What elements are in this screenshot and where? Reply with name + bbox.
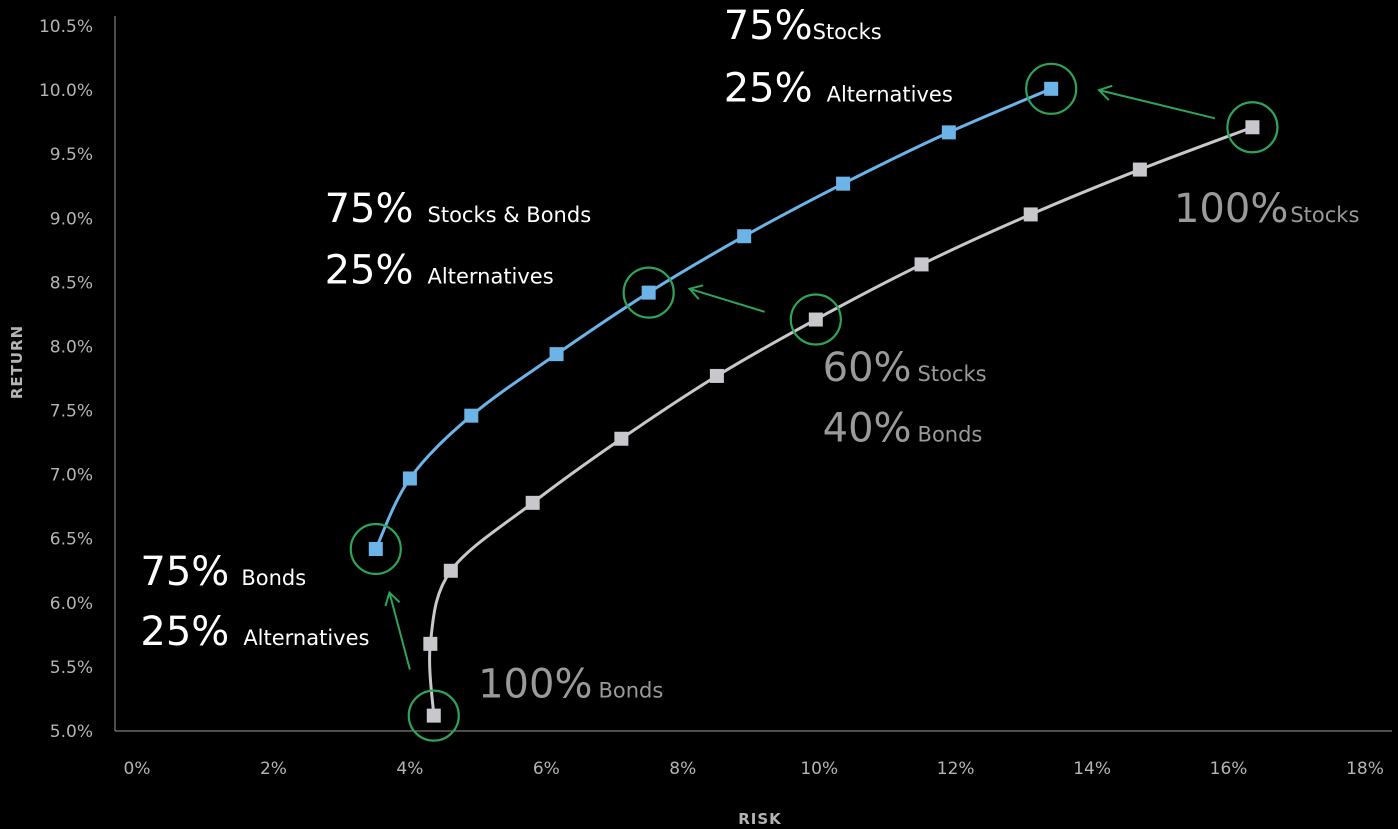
x-tick-label: 2% (260, 759, 287, 779)
x-tick-label: 16% (1210, 759, 1248, 779)
annotation-percent: 100% (1174, 186, 1288, 232)
data-point-marker (443, 563, 458, 578)
annotation-asset: Alternatives (827, 83, 953, 107)
annotation-asset: Stocks (813, 20, 882, 44)
data-point-marker (737, 229, 752, 244)
y-axis-title: RETURN (8, 325, 26, 399)
annotation-label: 75% Bonds (140, 549, 306, 595)
data-point-marker (525, 495, 540, 510)
series-layer (368, 81, 1260, 723)
arrow-head (687, 284, 704, 300)
y-tick-label: 10.0% (39, 81, 93, 101)
annotation-percent: 75% (325, 186, 414, 232)
y-tick-label: 8.5% (50, 273, 93, 293)
highlight-arrow (384, 590, 411, 670)
data-point-marker (614, 431, 629, 446)
data-point-marker (1245, 120, 1260, 135)
annotation-label: 25% Alternatives (325, 248, 554, 294)
x-tick-label: 8% (669, 759, 696, 779)
axes (114, 16, 1392, 732)
data-point-marker (368, 541, 383, 556)
annotation-percent: 100% (478, 662, 592, 708)
annotation-percent: 75% (140, 549, 229, 595)
data-point-marker (808, 312, 823, 327)
y-tick-label: 6.5% (50, 530, 93, 550)
y-tick-label: 7.0% (50, 466, 93, 486)
annotation-asset: Alternatives (428, 265, 554, 289)
annotation-asset: Alternatives (243, 626, 369, 650)
x-tick-label: 10% (800, 759, 838, 779)
arrow-head (1097, 84, 1113, 101)
x-tick-label: 6% (533, 759, 560, 779)
annotation-asset: Bonds (241, 566, 306, 590)
annotation-label: 25% Alternatives (724, 66, 953, 112)
y-tick-label: 9.5% (50, 145, 93, 165)
data-point-marker (402, 471, 417, 486)
annotation-label: 75% Stocks & Bonds (325, 186, 592, 232)
arrow-shaft (1098, 89, 1216, 120)
data-point-marker (641, 285, 656, 300)
data-point-marker (836, 176, 851, 191)
annotation-percent: 25% (140, 609, 229, 655)
x-axis-title: RISK (738, 810, 782, 828)
annotation-asset: Bonds (918, 422, 983, 446)
arrow-shaft (388, 592, 411, 670)
annotation-percent: 40% (823, 405, 912, 451)
annotation-label: 100% Bonds (478, 662, 663, 708)
annotation-label: 100%Stocks (1174, 186, 1359, 232)
data-point-marker (426, 708, 441, 723)
data-point-marker (1132, 162, 1147, 177)
x-tick-label: 18% (1346, 759, 1384, 779)
y-tick-label: 6.0% (50, 594, 93, 614)
y-tick-label: 8.0% (50, 337, 93, 357)
data-point-marker (549, 347, 564, 362)
highlight-circle (407, 689, 460, 742)
data-point-marker (941, 125, 956, 140)
annotation-asset: Bonds (598, 679, 663, 703)
y-tick-label: 5.5% (50, 658, 93, 678)
data-point-marker (1044, 81, 1059, 96)
highlight-circle (1226, 101, 1279, 154)
annotation-percent: 25% (325, 248, 414, 294)
highlight-circle (789, 293, 842, 346)
y-tick-label: 10.5% (39, 17, 93, 37)
data-point-marker (464, 408, 479, 423)
annotation-asset: Stocks & Bonds (428, 203, 592, 227)
highlight-circle (622, 266, 675, 319)
y-tick-labels: 5.0% 5.5% 6.0% 6.5% 7.0% 7.5% 8.0% 8.5% 9.0% 9.5%… (39, 17, 93, 742)
annotation-percent: 75% (724, 3, 813, 49)
annotation-percent: 25% (724, 66, 813, 112)
data-point-marker (423, 636, 438, 651)
highlight-arrow (1097, 84, 1216, 120)
x-tick-label: 4% (396, 759, 423, 779)
highlight-circle (1025, 62, 1078, 115)
arrow-shaft (689, 287, 765, 313)
x-tick-label: 0% (124, 759, 151, 779)
annotation-label: 60% Stocks (823, 345, 987, 391)
annotation-asset: Stocks (1290, 203, 1359, 227)
data-point-marker (914, 257, 929, 272)
x-tick-label: 12% (937, 759, 975, 779)
data-point-marker (1023, 207, 1038, 222)
annotation-label: 40% Bonds (823, 405, 983, 451)
data-point-marker (709, 368, 724, 383)
arrow-head (384, 590, 401, 607)
y-tick-label: 5.0% (50, 722, 93, 742)
x-tick-labels: 0% 2% 4% 6% 8% 10% 12% 14% 16% 18% (124, 759, 1384, 779)
highlight-arrow (687, 284, 765, 313)
y-tick-label: 7.5% (50, 402, 93, 422)
annotation-label: 25% Alternatives (140, 609, 369, 655)
series-line-1 (374, 87, 1052, 550)
highlight-circle (349, 522, 402, 576)
y-tick-label: 9.0% (50, 209, 93, 229)
highlight-layer (349, 62, 1279, 742)
annotation-percent: 60% (823, 345, 912, 391)
annotation-asset: Stocks (918, 362, 987, 386)
annotation-label: 75%Stocks (724, 3, 882, 49)
x-tick-label: 14% (1073, 759, 1111, 779)
